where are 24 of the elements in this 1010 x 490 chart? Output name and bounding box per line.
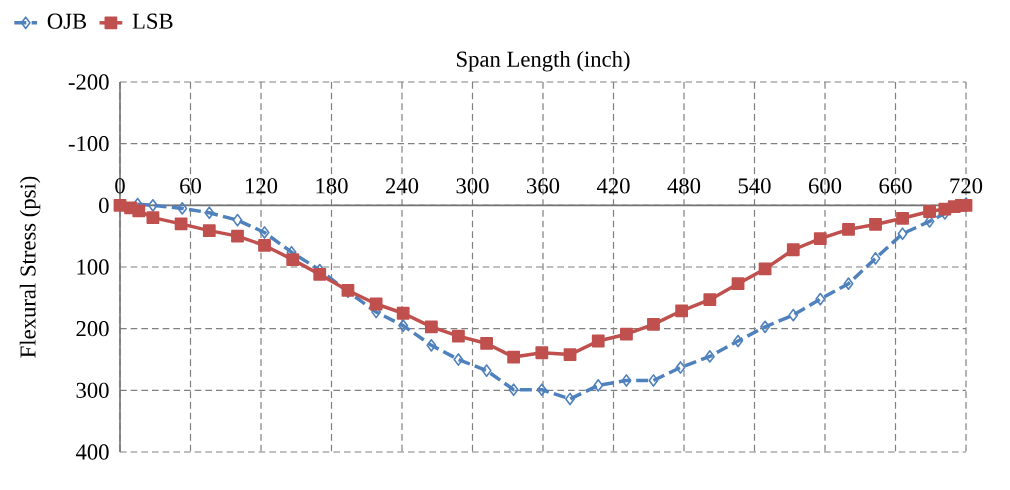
x-tick-label: 120 [245, 178, 278, 194]
x-tick-label: 360 [527, 178, 560, 194]
y-tick-label: 100 [77, 259, 109, 275]
x-tick-label: 600 [808, 178, 842, 194]
y-tick-label: 300 [76, 382, 109, 398]
y-tick-label: 400 [75, 444, 109, 460]
x-tick-label: 480 [667, 178, 701, 194]
x-tick-label: 300 [456, 178, 489, 194]
y-tick-label: -200 [68, 74, 109, 90]
legend-label: LSB [132, 13, 173, 29]
y-tick-label: 200 [76, 321, 109, 337]
x-tick-label: 0 [115, 178, 125, 194]
y-tick-label: -100 [68, 136, 109, 152]
x-tick-label: 660 [879, 178, 912, 194]
x-tick-label: 240 [386, 178, 419, 194]
x-tick-label: 180 [316, 178, 348, 194]
y-tick-label: 0 [99, 197, 109, 213]
legend-label: OJB [47, 13, 87, 29]
x-tick-label: 420 [596, 178, 630, 194]
x-tick-label: 720 [950, 178, 983, 194]
x-tick-label: 540 [738, 178, 771, 194]
y-axis-title: Flexural Stress (psi) [19, 176, 41, 358]
x-axis-title: Span Length (inch) [457, 50, 630, 72]
x-tick-label: 60 [180, 178, 201, 194]
